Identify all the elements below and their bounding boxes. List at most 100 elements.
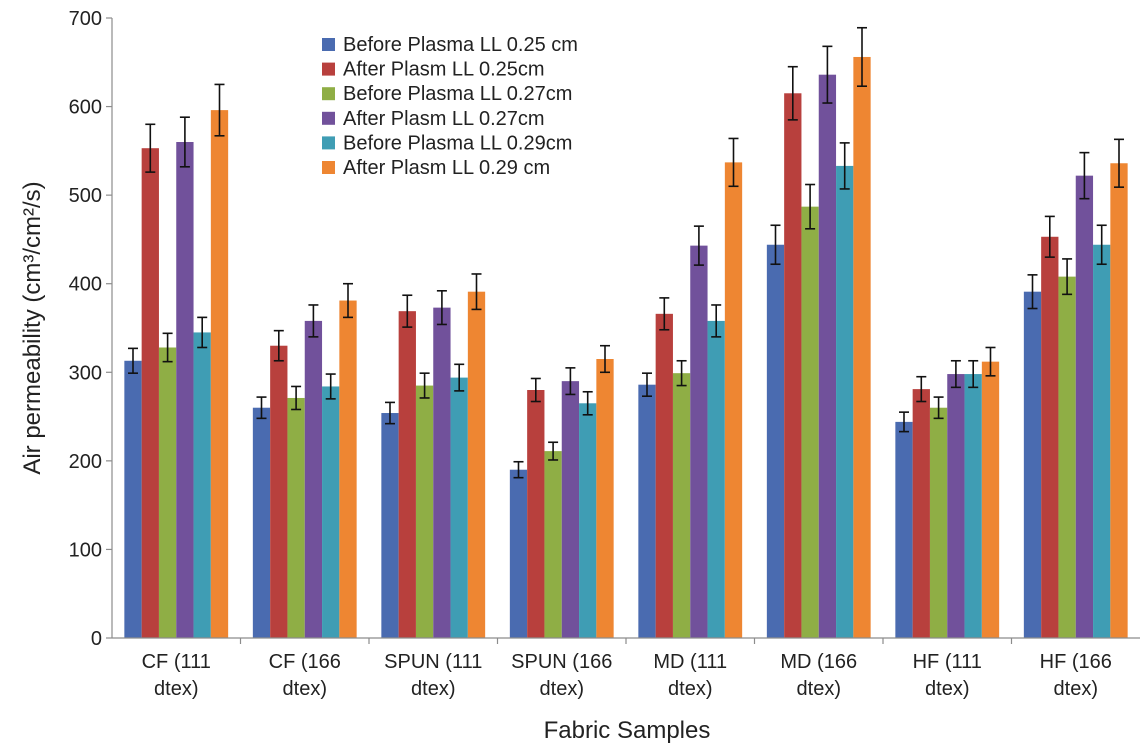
bar	[544, 451, 562, 638]
x-tick-label: MD (166 dtex)	[780, 651, 857, 700]
bar	[638, 384, 656, 638]
y-tick-label: 200	[69, 451, 102, 473]
legend-label: Before Plasma LL 0.27cm	[343, 83, 572, 105]
y-tick-label: 100	[69, 539, 102, 561]
bar	[467, 291, 486, 638]
x-tick-label-line: MD (111	[653, 651, 727, 673]
bar	[124, 360, 142, 638]
x-tick-label-line: dtex)	[925, 678, 969, 700]
legend-swatch	[322, 161, 335, 174]
bar	[690, 245, 708, 638]
bar	[947, 374, 965, 638]
bar	[176, 142, 194, 638]
bar	[433, 307, 451, 638]
legend-label: After Plasm LL 0.29 cm	[343, 157, 550, 179]
x-tick-label-line: SPUN (166	[511, 651, 612, 673]
bar	[339, 300, 357, 638]
bar	[707, 320, 725, 638]
legend-swatch	[322, 87, 335, 101]
x-tick-label-line: dtex)	[411, 678, 455, 700]
y-tick-label: 600	[69, 97, 102, 119]
bar	[509, 469, 528, 638]
bar	[193, 332, 211, 638]
bar	[561, 381, 580, 638]
x-tick-label-line: CF (166	[269, 651, 341, 673]
x-tick-label-line: SPUN (111	[384, 651, 482, 673]
y-axis-title: Air permeability (cm³/cm²/s)	[19, 181, 46, 474]
x-tick-label: SPUN (111 dtex)	[384, 651, 482, 700]
x-tick-label: MD (111 dtex)	[653, 651, 727, 700]
bar	[1075, 175, 1094, 638]
x-axis: CF (111 dtex)CF (166 dtex)SPUN (111 dtex)SP…	[112, 637, 1140, 700]
legend-swatch	[322, 38, 335, 51]
y-tick-label: 500	[69, 185, 102, 207]
x-tick-label-line: MD (166	[780, 651, 857, 673]
bar	[895, 421, 913, 638]
bar	[322, 386, 340, 638]
x-tick-label: CF (111 dtex)	[142, 651, 211, 700]
x-tick-label: SPUN (166 dtex)	[511, 651, 612, 700]
bar	[415, 385, 434, 638]
legend: Before Plasma LL 0.25 cm After Plasm LL 0…	[322, 34, 578, 179]
bar	[252, 407, 271, 638]
x-tick-label-line: dtex)	[668, 678, 712, 700]
bar	[381, 413, 399, 638]
x-tick-label-line: HF (166	[1040, 651, 1112, 673]
x-tick-label-line: dtex)	[154, 678, 198, 700]
bar	[672, 373, 691, 638]
x-tick-label-line: dtex)	[797, 678, 841, 700]
bar	[853, 56, 871, 638]
bars	[124, 26, 1128, 639]
legend-swatch	[322, 62, 335, 76]
legend-swatch	[322, 111, 335, 125]
bar	[1041, 236, 1059, 638]
x-tick-label-line: dtex)	[540, 678, 584, 700]
y-axis: 0 100 200 300 400 500 600 700	[69, 8, 113, 650]
bar	[655, 313, 673, 638]
legend-label: After Plasm LL 0.25cm	[343, 59, 545, 81]
y-tick-label: 700	[69, 8, 102, 30]
y-tick-label: 0	[91, 628, 102, 650]
bar	[964, 374, 982, 638]
y-tick-label: 300	[69, 362, 102, 384]
bar	[1058, 276, 1076, 638]
bar	[801, 206, 819, 638]
x-tick-label-line: dtex)	[283, 678, 327, 700]
bar	[141, 148, 159, 638]
bar	[818, 74, 837, 638]
bar	[304, 320, 323, 638]
bar	[527, 390, 545, 638]
x-tick-label: HF (166 dtex)	[1040, 651, 1112, 700]
x-tick-label-line: dtex)	[1054, 678, 1098, 700]
bar	[158, 347, 177, 638]
x-tick-label: HF (111 dtex)	[913, 651, 982, 700]
y-tick-label: 400	[69, 274, 102, 296]
bar	[981, 361, 1000, 638]
x-tick-label: CF (166 dtex)	[269, 651, 341, 700]
bar	[1093, 244, 1111, 638]
bar	[1110, 163, 1128, 638]
bar	[596, 359, 614, 638]
bar	[784, 93, 802, 639]
bar	[579, 403, 597, 638]
bar	[766, 244, 785, 638]
bar	[210, 110, 229, 639]
legend-label: Before Plasma LL 0.25 cm	[343, 34, 578, 56]
x-axis-title: Fabric Samples	[544, 717, 711, 744]
legend-label: Before Plasma LL 0.29cm	[343, 132, 572, 154]
bar	[450, 377, 468, 638]
x-tick-label-line: CF (111	[142, 651, 211, 673]
bar	[287, 397, 305, 638]
bar	[398, 311, 416, 638]
bar	[1023, 291, 1042, 638]
bar	[270, 345, 288, 638]
bar	[836, 165, 854, 638]
legend-swatch	[322, 136, 335, 150]
bar	[724, 162, 743, 638]
bar	[912, 389, 930, 638]
legend-label: After Plasm LL 0.27cm	[343, 108, 545, 130]
x-tick-label-line: HF (111	[913, 651, 982, 673]
bar	[929, 407, 948, 638]
